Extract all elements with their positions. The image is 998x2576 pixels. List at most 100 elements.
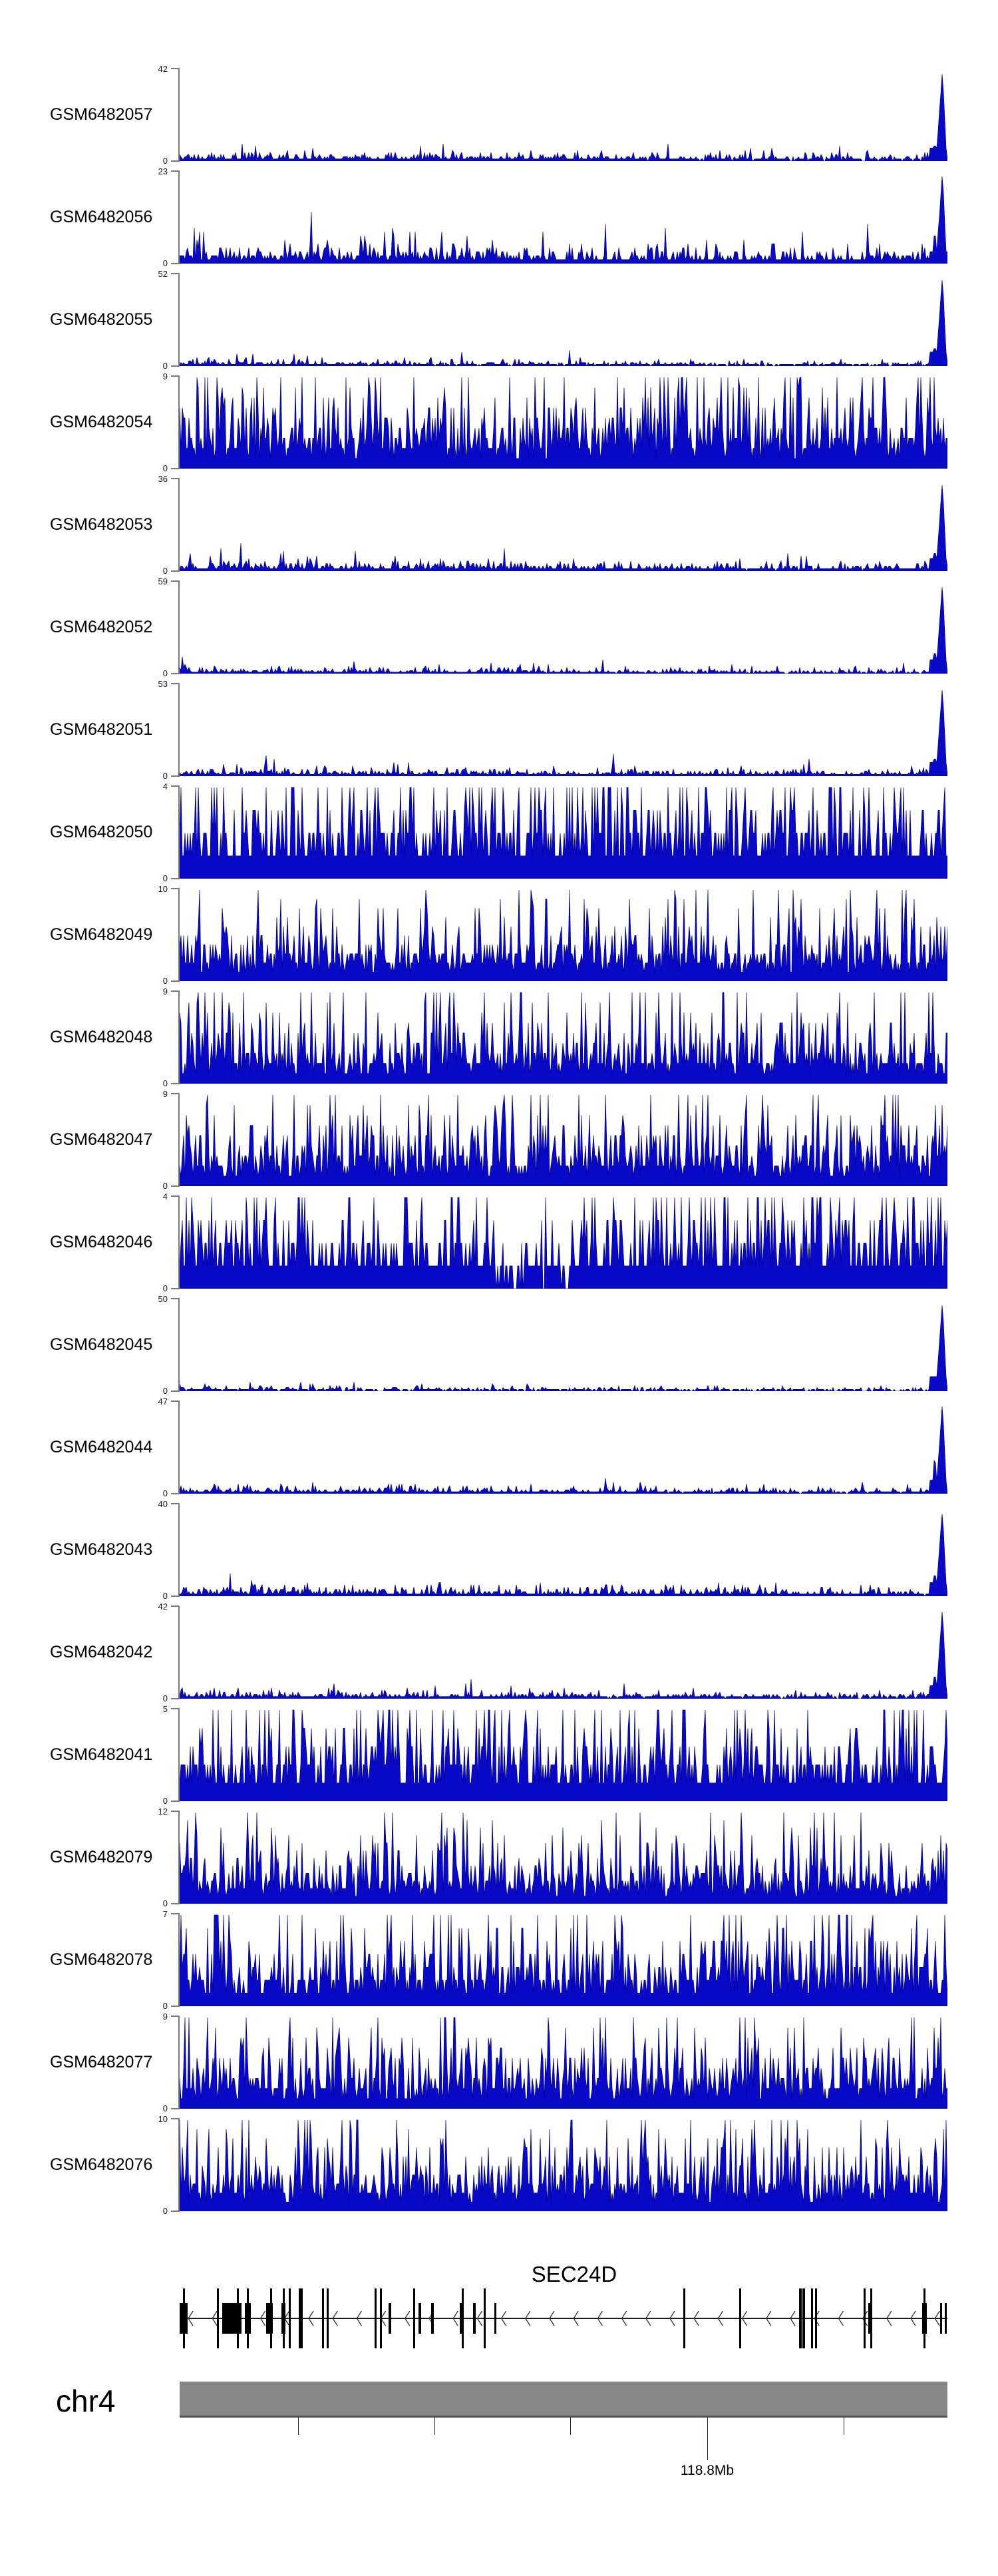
- coverage-signal: [180, 1094, 947, 1186]
- y-axis-max-label: 59: [158, 576, 168, 586]
- y-axis-max-label: 42: [158, 64, 168, 74]
- coverage-track-row: GSM6482041 5 0: [0, 1704, 998, 1806]
- exon-line: [270, 2288, 273, 2348]
- y-axis-top-tick: [171, 785, 180, 787]
- coverage-signal: [180, 377, 947, 469]
- y-axis-zero-label: 0: [162, 1693, 168, 1703]
- y-axis-line: [178, 889, 180, 981]
- sample-label: GSM6482042: [50, 1642, 153, 1661]
- exon-line: [282, 2288, 285, 2348]
- y-axis-line: [178, 581, 180, 674]
- y-axis-line: [178, 2016, 180, 2109]
- scale-tick-minor: [298, 2418, 299, 2435]
- coverage-signal: [180, 176, 947, 264]
- y-axis-top-tick: [171, 580, 180, 582]
- coverage-signal: [180, 992, 947, 1084]
- y-axis-max-label: 10: [158, 884, 168, 894]
- exon-cds-box: [431, 2303, 434, 2334]
- exon-cds-box: [940, 2303, 943, 2334]
- exon-line: [288, 2288, 291, 2348]
- y-axis-top-tick: [171, 1093, 180, 1094]
- exon-line: [327, 2288, 329, 2348]
- coverage-track-row: GSM6482051 53 0: [0, 679, 998, 781]
- sample-label: GSM6482056: [50, 207, 153, 226]
- y-axis-zero-label: 0: [162, 2001, 168, 2011]
- y-axis-line: [178, 1914, 180, 2006]
- chromosome-bar: [180, 2382, 947, 2418]
- sample-label: GSM6482052: [50, 617, 153, 636]
- y-axis-top-tick: [171, 478, 180, 479]
- coverage-signal: [180, 787, 947, 879]
- scale-position-label: 118.8Mb: [680, 2463, 735, 2478]
- sample-label: GSM6482046: [50, 1232, 153, 1251]
- exon-cds-box: [222, 2303, 242, 2334]
- exon-line: [321, 2288, 324, 2348]
- y-axis-line: [178, 1094, 180, 1186]
- y-axis-zero-label: 0: [162, 668, 168, 678]
- exon-line: [461, 2288, 464, 2348]
- y-axis-zero-label: 0: [162, 873, 168, 883]
- exon-cds-box: [418, 2303, 422, 2334]
- sample-label: GSM6482055: [50, 310, 153, 329]
- coverage-track-row: GSM6482078 7 0: [0, 1909, 998, 2011]
- exon-line: [375, 2288, 377, 2348]
- y-axis-zero-label: 0: [162, 1078, 168, 1088]
- y-axis-line: [178, 69, 180, 161]
- y-axis-top-tick: [171, 1298, 180, 1299]
- y-axis-zero-label: 0: [162, 156, 168, 166]
- y-axis-max-label: 9: [162, 986, 168, 996]
- y-axis-line: [178, 479, 180, 571]
- y-axis-line: [178, 376, 180, 469]
- y-axis-top-tick: [171, 888, 180, 889]
- y-axis-top-tick: [171, 1606, 180, 1607]
- y-axis-zero-tick: [171, 1596, 180, 1597]
- coverage-signal: [180, 280, 947, 366]
- y-axis-zero-label: 0: [162, 1181, 168, 1191]
- coverage-signal: [180, 1514, 947, 1596]
- y-axis-line: [178, 274, 180, 366]
- coverage-signal: [180, 586, 947, 674]
- y-axis-zero-tick: [171, 160, 180, 162]
- y-axis-zero-label: 0: [162, 1898, 168, 1908]
- y-axis-max-label: 42: [158, 1602, 168, 1611]
- exon-line: [802, 2288, 806, 2348]
- exon-cds-box: [389, 2303, 392, 2334]
- coverage-track-row: GSM6482046 4 0: [0, 1191, 998, 1293]
- exon-cds-box: [473, 2303, 476, 2334]
- coverage-signal: [180, 690, 947, 776]
- y-axis-zero-tick: [171, 468, 180, 469]
- exon-line: [301, 2288, 303, 2348]
- sample-label: GSM6482079: [50, 1847, 153, 1866]
- coverage-track-row: GSM6482049 10 0: [0, 884, 998, 986]
- exon-cds-box: [868, 2303, 872, 2334]
- y-axis-top-tick: [171, 990, 180, 992]
- y-axis-top-tick: [171, 273, 180, 274]
- y-axis-zero-label: 0: [162, 566, 168, 576]
- y-axis-top-tick: [171, 1811, 180, 1812]
- y-axis-zero-label: 0: [162, 1591, 168, 1601]
- y-axis-zero-tick: [171, 570, 180, 572]
- coverage-track-row: GSM6482047 9 0: [0, 1089, 998, 1191]
- y-axis-max-label: 52: [158, 269, 168, 279]
- y-axis-top-tick: [171, 1195, 180, 1197]
- exon-cds-box: [459, 2303, 464, 2334]
- exon-line: [298, 2288, 301, 2348]
- y-axis-zero-tick: [171, 1185, 180, 1187]
- y-axis-max-label: 36: [158, 474, 168, 484]
- y-axis-zero-tick: [171, 775, 180, 777]
- y-axis-zero-tick: [171, 2211, 180, 2212]
- y-axis-max-label: 5: [162, 1704, 168, 1714]
- sample-label: GSM6482076: [50, 2155, 153, 2174]
- y-axis-max-label: 7: [162, 1909, 168, 1919]
- y-axis-line: [178, 1401, 180, 1494]
- y-axis-line: [178, 786, 180, 879]
- y-axis-zero-label: 0: [162, 1796, 168, 1806]
- y-axis-top-tick: [171, 683, 180, 684]
- y-axis-line: [178, 1504, 180, 1596]
- sample-label: GSM6482057: [50, 105, 153, 124]
- exon-line: [246, 2288, 249, 2348]
- coverage-signal: [180, 74, 947, 161]
- coverage-track-row: GSM6482079 12 0: [0, 1807, 998, 1908]
- y-axis-line: [178, 991, 180, 1084]
